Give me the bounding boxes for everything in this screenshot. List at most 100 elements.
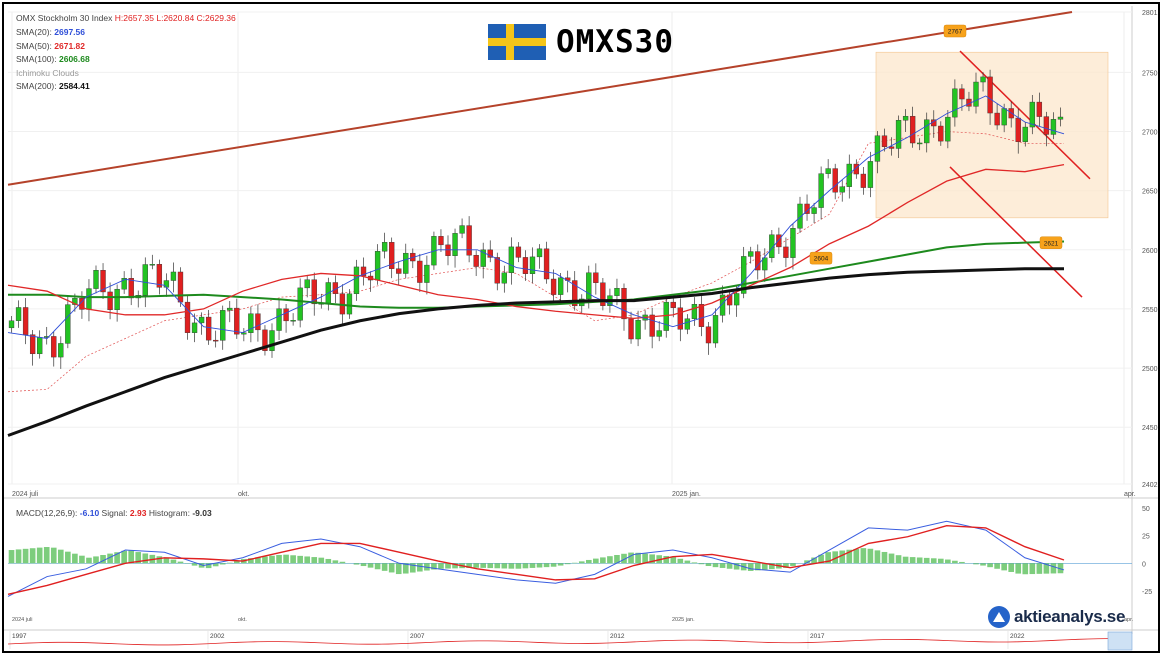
histogram-bar [142, 553, 149, 564]
y-tick-label: 2450 [1142, 425, 1158, 432]
candle-body [888, 146, 895, 149]
histogram-bar [1008, 563, 1015, 572]
indicator-2: SMA(100): 2606.68 [16, 53, 90, 65]
candle-body [586, 272, 592, 300]
candle-body [860, 173, 867, 188]
candle-body [177, 271, 184, 303]
histogram-bar [438, 563, 444, 569]
macd-tick-label: 50 [1142, 506, 1150, 513]
macd-name: MACD(12,26,9): [16, 508, 78, 518]
indicator-name: Ichimoku Clouds [16, 67, 79, 78]
candle-body [811, 207, 817, 214]
histogram-bar [818, 554, 824, 564]
indicator-name: SMA(100): [16, 54, 57, 64]
candle-body [311, 279, 317, 305]
candle-body [832, 168, 838, 193]
histogram-bar [923, 557, 930, 564]
y-tick-label: 2600 [1142, 248, 1158, 255]
histogram-bar [543, 563, 550, 568]
candle-body [818, 173, 824, 208]
histogram-bar [417, 563, 423, 572]
candle-body [227, 307, 233, 311]
histogram-bar [1050, 563, 1057, 574]
candle-body [205, 316, 212, 341]
annotation-label: 2767 [948, 29, 963, 36]
navigator-series [7, 638, 1109, 646]
candle-body [755, 251, 761, 271]
histogram-bar [248, 558, 254, 564]
candle-body [733, 293, 740, 306]
candle-body [93, 270, 99, 289]
candle-body [51, 336, 57, 358]
candle-body [593, 272, 599, 283]
channel-line-lower [949, 166, 1083, 298]
candle-body [839, 186, 845, 193]
histogram-bar [212, 563, 219, 567]
histogram-bar [177, 561, 184, 564]
histogram-bar [881, 551, 888, 564]
candle-body [198, 316, 205, 324]
histogram-bar [170, 559, 177, 564]
candle-body [142, 264, 148, 296]
candle-body [902, 115, 909, 121]
indicator-1: SMA(50): 2671.82 [16, 40, 85, 52]
candle-body [635, 319, 641, 340]
x-tick-label: okt. [238, 491, 249, 498]
histogram-bar [445, 563, 451, 569]
histogram-bar [297, 555, 303, 564]
indicator-value: 2697.56 [51, 27, 85, 37]
signal-value: 2.93 [129, 508, 147, 518]
histogram-bar [452, 563, 458, 569]
candle-body [220, 310, 226, 341]
y-tick-label: 2801 [1142, 10, 1158, 17]
histogram-bar [783, 563, 789, 568]
candle-body [973, 81, 979, 107]
candle-body [128, 278, 134, 299]
histogram-bar [86, 557, 92, 564]
sma50-line [7, 163, 1065, 320]
histogram-bar [790, 563, 796, 566]
histogram-bar [283, 554, 289, 564]
candle-body [572, 280, 578, 307]
candle-body [114, 288, 120, 311]
navigator-label: 2022 [1010, 633, 1025, 640]
histogram-bar [649, 554, 655, 564]
candle-body [867, 161, 874, 188]
candle-body [748, 251, 754, 257]
sma20-line [7, 95, 1065, 339]
navigator-label: 2012 [610, 633, 625, 640]
histogram-bar [473, 563, 479, 568]
sma200-line [7, 267, 1064, 437]
annotation-badge [809, 251, 833, 265]
histogram-bar [57, 549, 64, 564]
candle-body [290, 320, 296, 322]
histogram-bar [121, 550, 127, 564]
histogram-bar [219, 563, 226, 565]
candle-body [677, 307, 683, 330]
candle-body [86, 288, 92, 310]
candle-body [297, 287, 303, 321]
candle-body [156, 264, 163, 288]
indicator-value: 2671.82 [51, 40, 85, 51]
candle-body [508, 246, 515, 274]
y-tick-label: 2650 [1142, 189, 1158, 196]
histogram-bar [431, 563, 437, 570]
candle-body [790, 228, 796, 258]
histogram-bar [987, 563, 993, 568]
candle-body [22, 307, 29, 335]
candle-body [557, 277, 564, 295]
candle-body [741, 256, 747, 294]
candle-body [621, 288, 627, 320]
candle-body [255, 313, 261, 331]
histogram-bar [1022, 563, 1029, 575]
signal-label: Signal: [101, 508, 128, 518]
histogram-bar [494, 563, 501, 569]
histogram-bar [930, 558, 937, 564]
histogram-bar [677, 558, 684, 564]
candle-body [698, 304, 705, 327]
candle-body [909, 115, 916, 144]
histogram-bar [93, 556, 99, 564]
histogram-bar [621, 553, 627, 564]
candle-body [438, 236, 444, 246]
histogram-bar [691, 562, 698, 564]
